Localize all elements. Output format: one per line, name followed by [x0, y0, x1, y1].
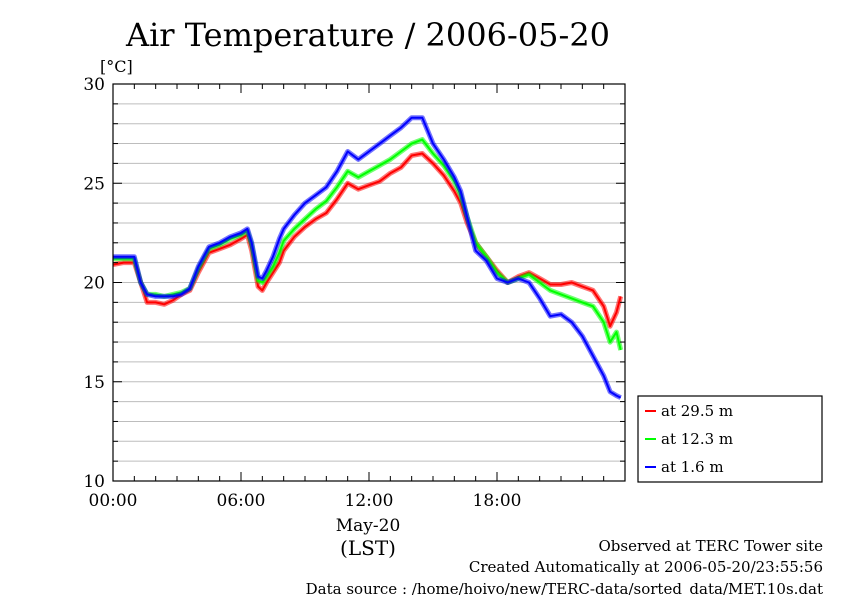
series-lines — [112, 115, 624, 400]
chart-title: Air Temperature / 2006-05-20 — [125, 16, 610, 54]
series-2 — [113, 137, 624, 351]
x-tick-label: 06:00 — [217, 491, 266, 511]
legend-label: at 12.3 m — [661, 430, 733, 448]
y-tick-label: 15 — [83, 373, 105, 393]
x-tick-label: 00:00 — [89, 491, 138, 511]
footer-created: Created Automatically at 2006-05-20/23:5… — [469, 558, 823, 576]
y-tick-label: 10 — [83, 472, 105, 492]
x-tick-label: 12:00 — [345, 491, 394, 511]
x-tick-label: 18:00 — [473, 491, 522, 511]
y-tick-label: 20 — [83, 274, 105, 294]
y-axis-label: [°C] — [100, 57, 133, 76]
legend-label: at 29.5 m — [661, 402, 733, 420]
x-axis-tz-label: (LST) — [340, 536, 396, 560]
legend-box — [637, 395, 823, 483]
series-1 — [112, 151, 624, 329]
series-3 — [113, 115, 622, 400]
y-tick-label: 30 — [83, 75, 105, 95]
footer-source: Data source : /home/hoivo/new/TERC-data/… — [306, 580, 823, 595]
legend: at 29.5 m at 12.3 m at 1.6 m — [637, 395, 823, 483]
series-line-halo — [112, 151, 624, 329]
series-line — [112, 152, 622, 328]
axis-ticks: 00:00 06:00 12:00 18:00 10 15 20 25 30 — [83, 75, 626, 511]
series-line-halo — [113, 115, 622, 400]
legend-label: at 1.6 m — [661, 458, 724, 476]
series-line-halo — [113, 137, 624, 351]
x-axis-date-label: May-20 — [336, 516, 401, 536]
series-line — [113, 116, 622, 399]
y-tick-label: 25 — [83, 174, 105, 194]
footer-site: Observed at TERC Tower site — [598, 537, 823, 555]
